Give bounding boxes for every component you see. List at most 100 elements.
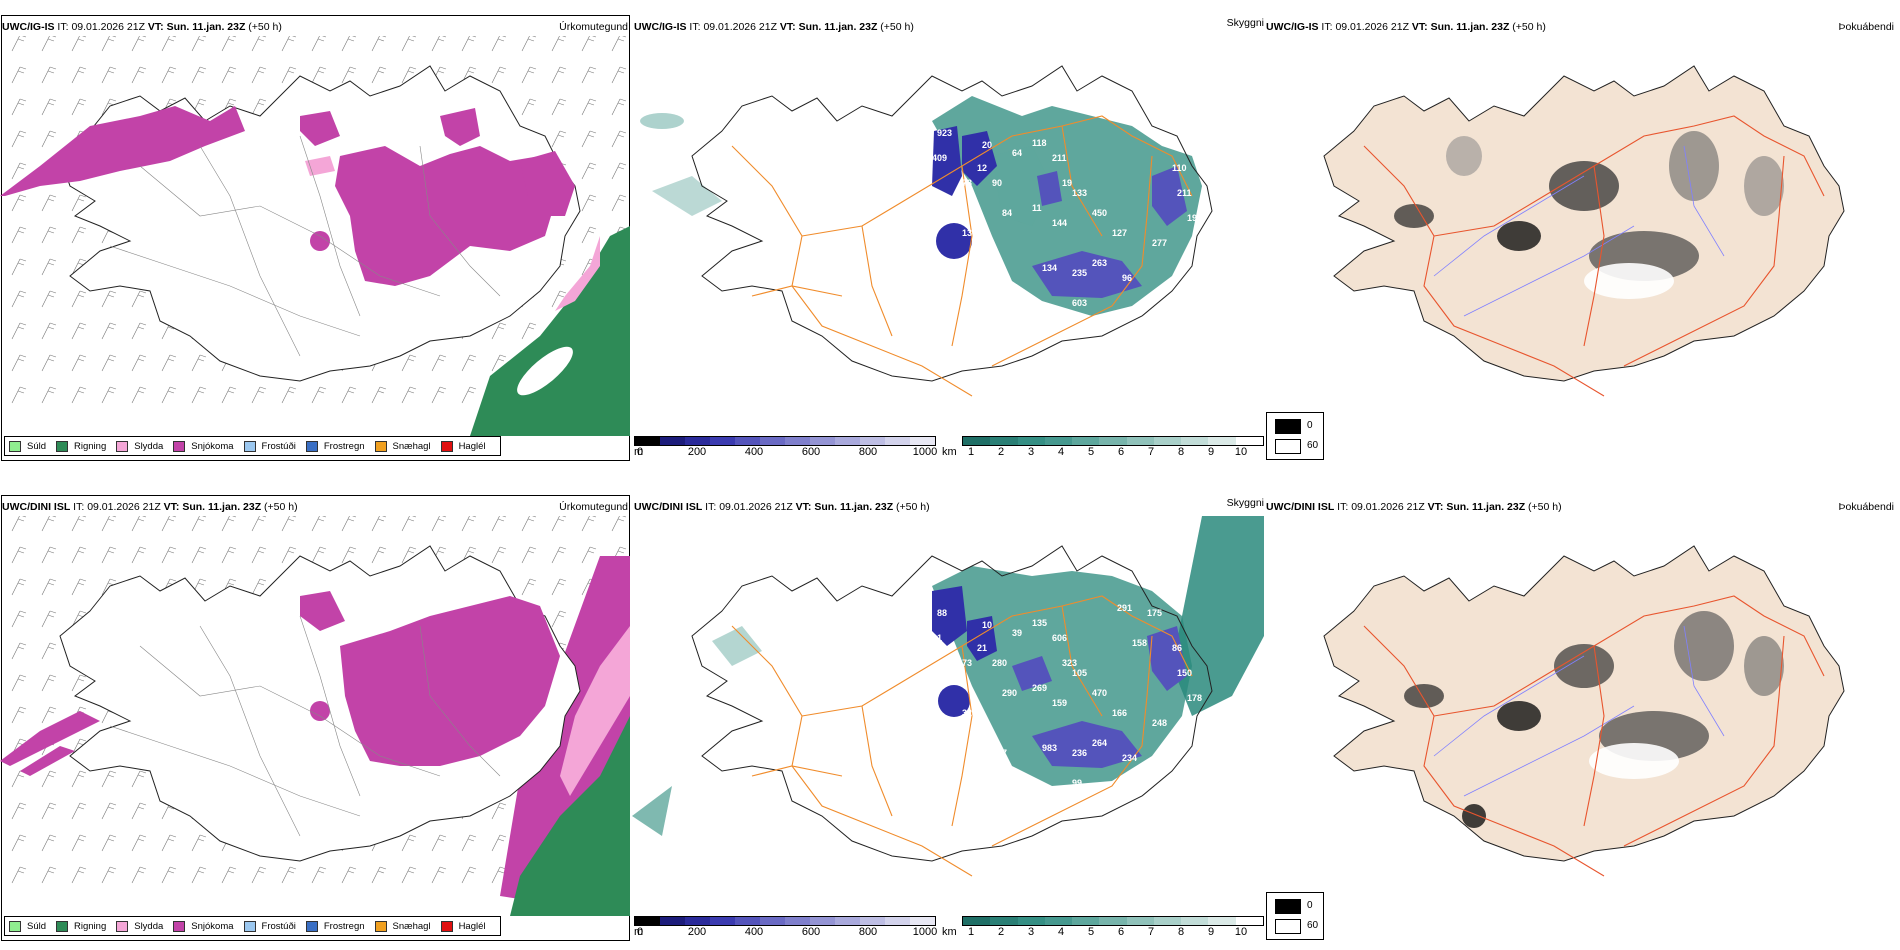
wind-barb (611, 66, 627, 84)
colorbar-tick: 4 (1057, 446, 1065, 458)
precip-panel-title: Úrkomutegund (559, 501, 628, 513)
sea-rain-area (500, 556, 630, 916)
wind-barb (101, 36, 117, 52)
fog-legend-swatch-60 (1275, 439, 1301, 454)
legend-item: Súld (9, 920, 46, 932)
wind-barb (101, 66, 117, 84)
cloud-base-label: 409 (932, 153, 947, 163)
wind-barb (101, 802, 117, 820)
wind-barb (431, 354, 447, 372)
colorbar-tick: 10 (1234, 926, 1248, 938)
visibility-areas (632, 516, 1264, 836)
colorbar-cell (810, 437, 835, 445)
cloud-base-label: 150 (1177, 668, 1192, 678)
wind-barb (251, 546, 267, 564)
legend-label: Snjókoma (191, 440, 234, 452)
cloud-base-label: 277 (1152, 238, 1167, 248)
wind-barb (191, 386, 207, 404)
cloud-base-label: 159 (1052, 698, 1067, 708)
legend-label: Snjókoma (191, 920, 234, 932)
wind-barb (461, 386, 477, 404)
wind-barb (131, 834, 147, 852)
wind-barb (11, 706, 27, 724)
cloud-map: 923 409 20 12 73 90 64 118 211 19 136 84 11 144 133 450… (640, 65, 1213, 397)
wind-barb (11, 642, 27, 660)
cloud-base-label: 158 (1132, 638, 1147, 648)
wind-barb (221, 546, 237, 564)
fog-shading (1404, 611, 1784, 828)
wind-barb (401, 516, 417, 532)
legend-item: Haglél (440, 920, 486, 932)
colorbar-cell (1126, 917, 1154, 925)
cloud-base-label: 118 (1032, 138, 1047, 148)
wind-barb (11, 322, 27, 340)
cloud-base-label: 248 (1152, 718, 1167, 728)
legend-swatch (440, 920, 453, 932)
colorbar-tick: 0 (636, 926, 644, 938)
cloud-base-label: 234 (1122, 753, 1137, 763)
legend-swatch (9, 440, 21, 452)
colorbar-cell (1235, 437, 1263, 445)
wind-barb (11, 354, 27, 372)
wind-barb (371, 516, 387, 532)
colorbar-tick: 7 (1147, 926, 1155, 938)
it-label: IT: (1337, 501, 1349, 513)
fog-index-panel: UWC/DINI ISL IT: 09.01.2026 21Z VT: Sun.… (1264, 480, 1900, 950)
legend-label: Snæhagl (392, 440, 431, 452)
colorbar-cell (885, 917, 910, 925)
colorbar-cell (635, 917, 660, 925)
cloud-base-label: 470 (1092, 688, 1107, 698)
model-name: UWC/IG-IS (2, 21, 55, 33)
wind-barb (11, 162, 27, 180)
fog-panel-title: Þokuábendi (1838, 21, 1894, 33)
wind-barb (431, 36, 447, 52)
wind-barb (461, 354, 477, 372)
colorbar-cell (710, 437, 735, 445)
legend-item: Snæhagl (374, 920, 431, 932)
panel-title: UWC/IG-IS IT: 09.01.2026 21Z VT: Sun. 11… (2, 21, 282, 33)
wind-barb (161, 516, 177, 532)
precip-panel-title: Úrkomutegund (559, 21, 628, 33)
cloud-base-labels: 923 409 20 12 73 90 64 118 211 19 136 84 11 144 133 450… (932, 128, 1202, 308)
wind-barb (491, 36, 507, 52)
colorbar-cell (835, 917, 860, 925)
wind-barb (11, 194, 27, 212)
colorbar-tick: 800 (858, 446, 878, 458)
wind-barb (431, 386, 447, 404)
visibility-unit: km (942, 926, 957, 938)
wind-barb (41, 866, 57, 884)
wind-barb (521, 516, 537, 532)
wind-barb (41, 322, 57, 340)
colorbar-tick: 5 (1087, 446, 1095, 458)
wind-barb (401, 866, 417, 884)
colorbar-tick: 10 (1234, 446, 1248, 458)
cloud-base-label: 923 (937, 128, 952, 138)
cloud-base-label: 175 (1147, 608, 1162, 618)
legend-swatch (305, 920, 318, 932)
wind-barb (11, 130, 27, 148)
cloud-base-label: 10 (982, 620, 992, 630)
wind-barb (341, 66, 357, 84)
colorbar-cell (1044, 917, 1073, 925)
wind-barb (341, 36, 357, 52)
colorbar-tick: 9 (1207, 446, 1215, 458)
colorbar-cell (1181, 917, 1209, 925)
wind-barb (41, 130, 57, 148)
wind-barb (101, 834, 117, 852)
colorbar-cell (963, 437, 991, 445)
wind-barb (101, 354, 117, 372)
it-value: 09.01.2026 21Z (703, 21, 777, 33)
legend-item: Frostregn (305, 440, 365, 452)
wind-barb (251, 98, 267, 116)
colorbar-tick: 5 (1087, 926, 1095, 938)
legend-label: Snæhagl (392, 920, 431, 932)
wind-barb (401, 36, 417, 52)
wind-barb (71, 98, 87, 116)
colorbar-cell (810, 917, 835, 925)
it-label: IT: (1321, 21, 1333, 33)
wind-barb (191, 66, 207, 84)
precip-map (0, 516, 630, 916)
it-label: IT: (689, 21, 701, 33)
wind-barb (191, 834, 207, 852)
fog-legend-label-0: 0 (1307, 900, 1313, 911)
